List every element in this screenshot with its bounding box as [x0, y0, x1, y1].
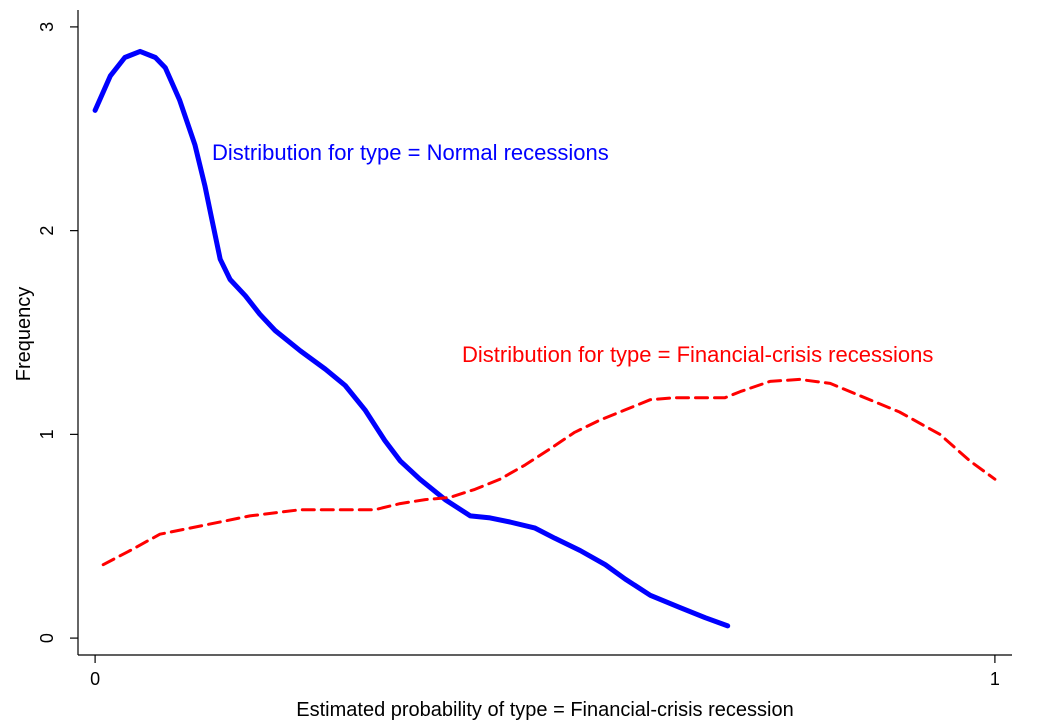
y-tick-label: 2: [37, 226, 57, 236]
series-label: Distribution for type = Normal recession…: [212, 140, 609, 165]
x-axis-title: Estimated probability of type = Financia…: [296, 699, 793, 721]
series-line: [101, 377, 997, 567]
y-tick-label: 0: [37, 633, 57, 643]
y-tick-label: 1: [37, 429, 57, 439]
x-tick-label: 1: [990, 669, 1000, 689]
y-tick-label: 3: [37, 22, 57, 32]
series-label: Distribution for type = Financial-crisis…: [462, 342, 933, 367]
x-tick-label: 0: [90, 669, 100, 689]
y-axis-title: Frequency: [13, 287, 35, 382]
series-line: [92, 48, 731, 629]
